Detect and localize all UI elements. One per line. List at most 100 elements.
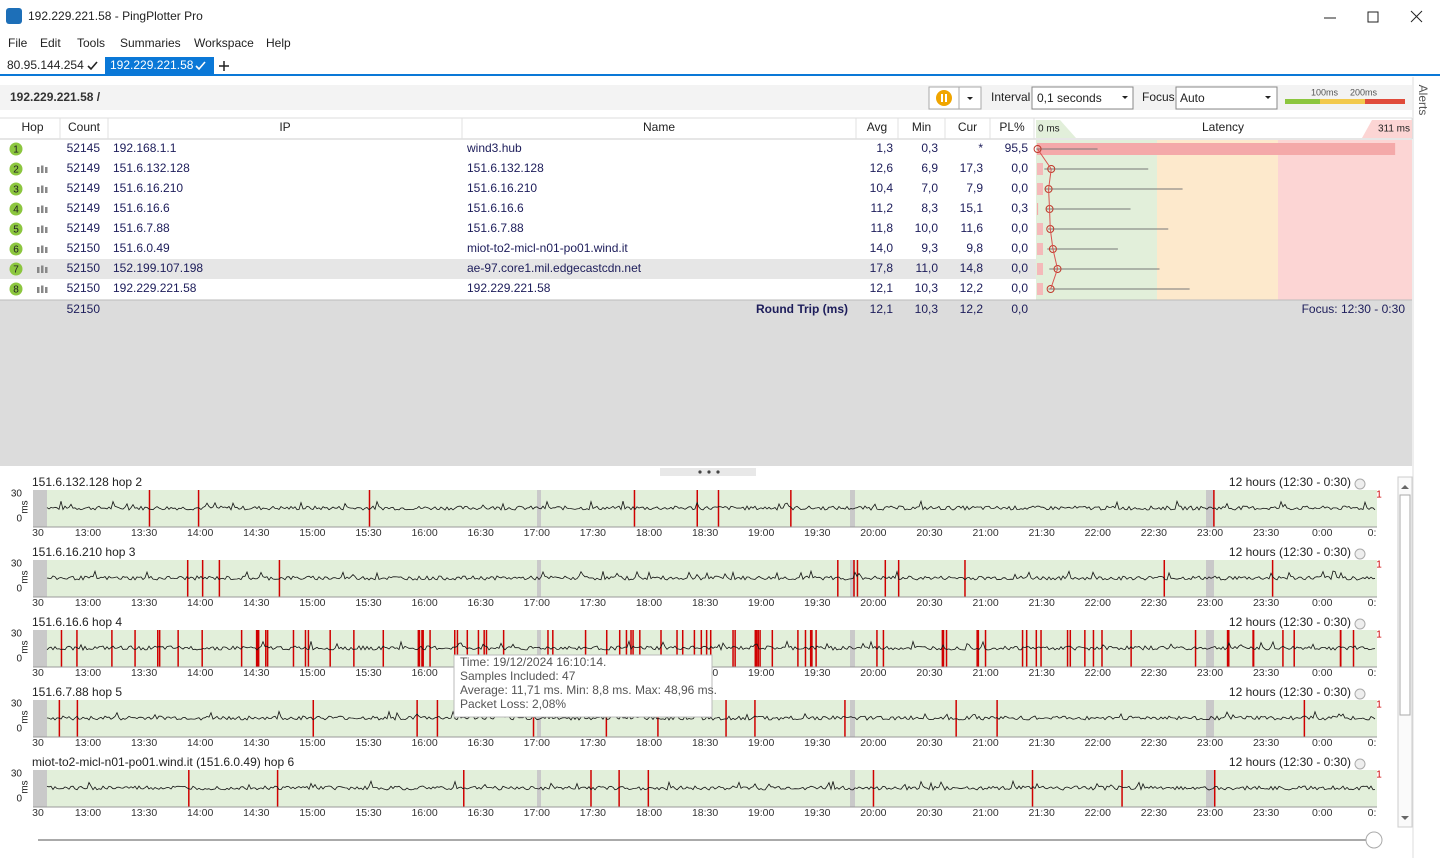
avg-trace [1037, 148, 1059, 290]
time-label: 13:00 [75, 527, 101, 539]
time-label: 23:00 [1197, 597, 1223, 609]
avg-marker [1033, 145, 1042, 153]
hop-number: 8 [13, 285, 19, 296]
time-label: 13:00 [75, 667, 101, 679]
hop-number: 2 [13, 165, 19, 176]
graph-icon [45, 207, 48, 213]
app-icon [6, 8, 22, 24]
hop-stat: * [978, 141, 983, 155]
time-label: 23:00 [1197, 737, 1223, 749]
graph-icon [45, 167, 48, 173]
target-path: 192.229.221.58 / [10, 90, 101, 104]
menu-item[interactable]: Tools [77, 36, 105, 50]
time-label: 0:00 [1312, 527, 1333, 539]
hop-ip: 151.6.16.210 [113, 181, 183, 195]
time-label: 22:30 [1141, 667, 1167, 679]
hop-name: 192.229.221.58 [467, 281, 551, 295]
side-tab[interactable]: Alerts [1416, 85, 1430, 116]
interval-value[interactable]: 0,1 seconds [1037, 91, 1102, 105]
hop-count: 52150 [67, 241, 101, 255]
latency-trace [46, 499, 1376, 511]
time-label: 0: [1368, 527, 1377, 539]
time-label: 22:00 [1085, 737, 1111, 749]
column-header[interactable]: Name [643, 120, 675, 134]
time-label: 16:30 [468, 737, 494, 749]
column-header[interactable]: Count [68, 120, 101, 134]
loss-bar-empty [1037, 223, 1043, 235]
y-label: 30 [11, 769, 23, 780]
time-label: 21:00 [972, 807, 998, 819]
column-header[interactable]: Cur [958, 120, 977, 134]
hop-name: 151.6.132.128 [467, 161, 544, 175]
hop-stat: 9,8 [966, 241, 983, 255]
avg-marker [1053, 265, 1062, 273]
scale-yellow [1320, 99, 1365, 104]
time-label: 18:30 [692, 527, 718, 539]
no-data-stripe [1206, 770, 1214, 807]
column-header[interactable]: Latency [1202, 120, 1244, 134]
focus-value[interactable]: Auto [1180, 91, 1205, 105]
menu-item[interactable]: Edit [40, 36, 61, 50]
hop-badge [9, 282, 23, 296]
menu-item[interactable]: File [8, 36, 28, 50]
hop-stat: 95,5 [1005, 141, 1029, 155]
hop-ip: 151.6.16.6 [113, 201, 170, 215]
time-label: 14:00 [187, 527, 213, 539]
time-label: 16:00 [411, 597, 437, 609]
hop-badge [9, 222, 23, 236]
time-label: 18:00 [636, 807, 662, 819]
hop-name: wind3.hub [466, 141, 522, 155]
hop-number: 4 [13, 205, 19, 216]
time-label: 21:00 [972, 737, 998, 749]
graph-icon [41, 225, 44, 233]
panel-range: 12 hours (12:30 - 0:30) [1229, 685, 1351, 699]
tab-label[interactable]: 80.95.144.254 [7, 58, 84, 72]
graph-icon [37, 287, 40, 293]
hop-badge [9, 262, 23, 276]
column-header[interactable]: IP [279, 120, 290, 134]
time-label: 30 [32, 667, 44, 679]
hop-stat: 12,2 [960, 281, 984, 295]
time-label: 16:00 [411, 737, 437, 749]
splitter-dot [716, 470, 720, 474]
column-header[interactable]: Min [912, 120, 931, 134]
time-label: 17:30 [580, 737, 606, 749]
time-label: 13:30 [131, 597, 157, 609]
time-label: 16:00 [411, 807, 437, 819]
time-label: 22:00 [1085, 527, 1111, 539]
time-label: 0: [1368, 667, 1377, 679]
y-label: ms [20, 780, 31, 793]
time-label: 20:30 [916, 597, 942, 609]
time-label: 19:00 [748, 667, 774, 679]
time-label: 21:00 [972, 597, 998, 609]
column-header[interactable]: Hop [21, 120, 43, 134]
tab-label[interactable]: 192.229.221.58 [110, 58, 194, 72]
graph-icon [37, 247, 40, 253]
menu-item[interactable]: Workspace [194, 36, 254, 50]
column-header[interactable]: PL% [999, 120, 1025, 134]
panel-menu [1354, 758, 1366, 770]
time-label: 14:00 [187, 807, 213, 819]
y-label: 30 [11, 699, 23, 710]
hop-stat: 7,9 [966, 181, 983, 195]
graph-icon [41, 205, 44, 213]
graph-icon [41, 265, 44, 273]
menu-item[interactable]: Help [266, 36, 291, 50]
hop-count: 52150 [67, 281, 101, 295]
time-label: 30 [32, 737, 44, 749]
time-label: 23:00 [1197, 527, 1223, 539]
time-label: 14:30 [243, 737, 269, 749]
hop-number: 6 [13, 245, 19, 256]
scale-red [1365, 99, 1405, 104]
menu-item[interactable]: Summaries [120, 36, 181, 50]
hop-name: 151.6.7.88 [467, 221, 524, 235]
panel-title: 151.6.16.210 hop 3 [32, 545, 136, 559]
hop-stat: 14,8 [960, 261, 984, 275]
time-label: 18:00 [636, 527, 662, 539]
summary-stat: 0,0 [1011, 302, 1028, 316]
dropdown-arrow [1122, 96, 1128, 99]
column-header[interactable]: Avg [867, 120, 887, 134]
slider-thumb[interactable] [1365, 831, 1383, 849]
latency-zone-good [1036, 140, 1157, 300]
